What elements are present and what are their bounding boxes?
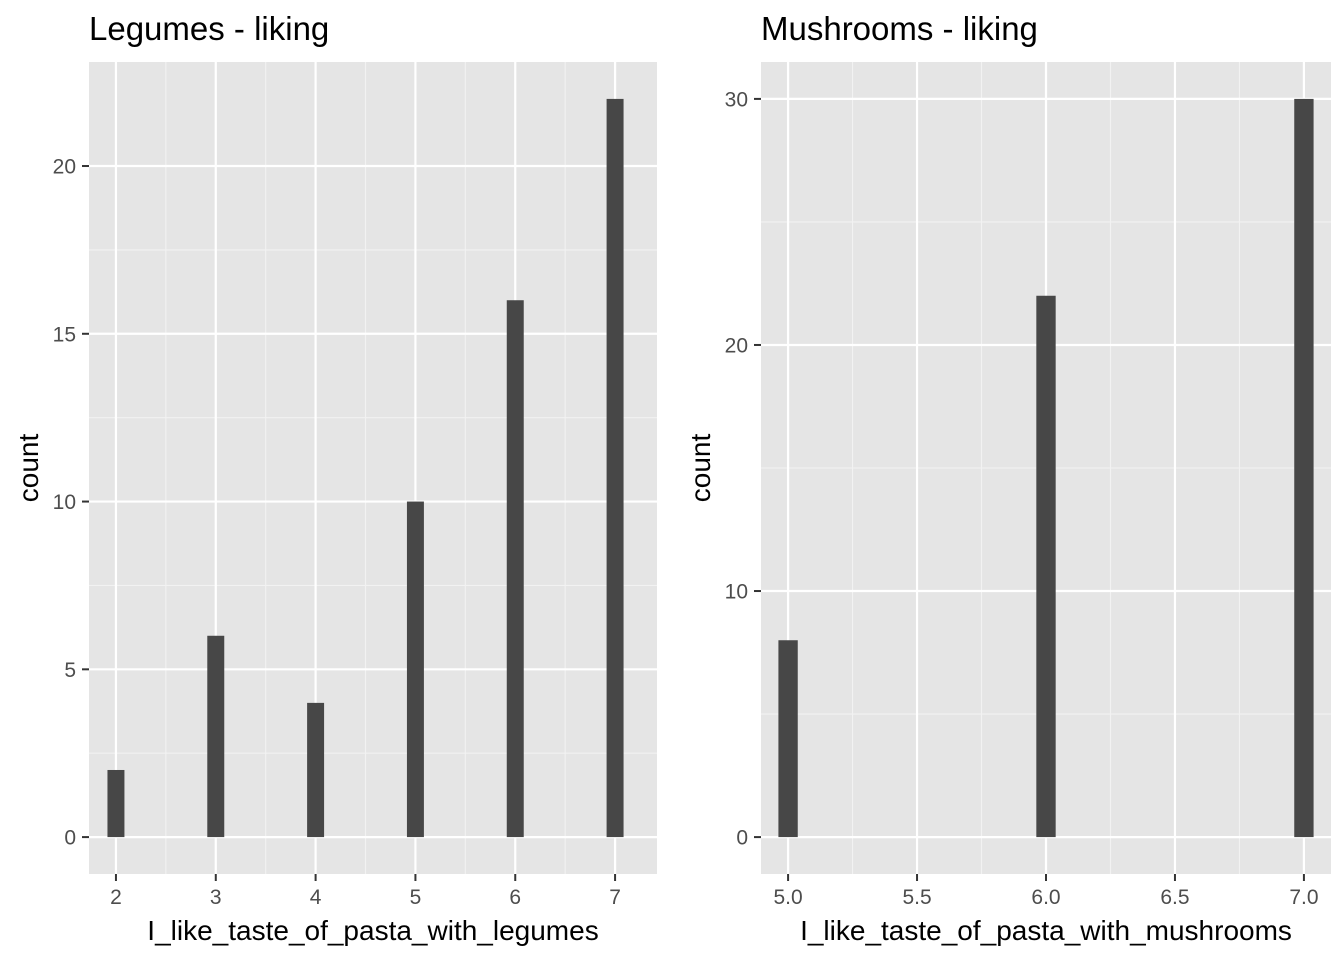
legumes-x-tick-label: 2 — [110, 886, 122, 909]
legumes-y-tick-label: 5 — [64, 659, 76, 682]
legumes-chart: 0 5 10 15 20 2 3 4 5 6 7 I_like_taste_of_pasta_with… — [13, 10, 657, 946]
legumes-x-tick-label: 6 — [509, 886, 521, 909]
mushrooms-x-tick-label: 6.5 — [1160, 886, 1189, 909]
mushrooms-y-tick-label: 0 — [736, 827, 748, 850]
mushrooms-bar — [1294, 98, 1314, 838]
legumes-panel-background — [89, 62, 657, 874]
legumes-gridlines — [89, 62, 657, 874]
mushrooms-y-axis: 0 10 20 30 — [725, 88, 761, 850]
mushrooms-x-tick-label: 5.5 — [902, 886, 931, 909]
legumes-bar — [107, 769, 125, 838]
legumes-y-tick-label: 0 — [64, 827, 76, 850]
legumes-x-axis-title: I_like_taste_of_pasta_with_legumes — [147, 915, 598, 946]
legumes-chart-title: Legumes - liking — [89, 10, 329, 47]
mushrooms-y-axis-title: count — [685, 434, 716, 503]
mushrooms-y-tick-label: 20 — [725, 334, 748, 357]
legumes-y-tick-label: 15 — [53, 323, 76, 346]
mushrooms-x-axis: 5.0 5.5 6.0 6.5 7.0 — [773, 874, 1319, 909]
legumes-bars — [107, 98, 624, 838]
mushrooms-bar — [1036, 295, 1056, 838]
legumes-x-tick-label: 7 — [609, 886, 621, 909]
legumes-bar — [406, 501, 424, 838]
legumes-x-axis: 2 3 4 5 6 7 — [110, 874, 621, 909]
mushrooms-x-tick-label: 7.0 — [1289, 886, 1318, 909]
mushrooms-x-axis-title: I_like_taste_of_pasta_with_mushrooms — [800, 915, 1292, 946]
legumes-y-axis-title: count — [13, 434, 44, 503]
legumes-bar — [207, 635, 225, 838]
legumes-y-tick-label: 10 — [53, 491, 76, 514]
legumes-y-axis: 0 5 10 15 20 — [53, 156, 89, 850]
legumes-bar — [307, 702, 325, 838]
legumes-x-tick-label: 3 — [210, 886, 222, 909]
mushrooms-x-tick-label: 6.0 — [1031, 886, 1060, 909]
mushrooms-y-tick-label: 30 — [725, 88, 748, 111]
mushrooms-chart: 0 10 20 30 5.0 5.5 6.0 6.5 7.0 I_like_taste_of_pa… — [685, 10, 1331, 946]
mushrooms-y-tick-label: 10 — [725, 581, 748, 604]
mushrooms-x-tick-label: 5.0 — [773, 886, 802, 909]
mushrooms-bar — [778, 640, 798, 838]
legumes-bar — [606, 98, 624, 838]
legumes-y-tick-label: 20 — [53, 156, 76, 179]
legumes-bar — [506, 300, 524, 838]
legumes-x-tick-label: 5 — [410, 886, 422, 909]
legumes-x-tick-label: 4 — [310, 886, 322, 909]
mushrooms-chart-title: Mushrooms - liking — [761, 10, 1038, 47]
mushrooms-bars — [778, 98, 1314, 838]
